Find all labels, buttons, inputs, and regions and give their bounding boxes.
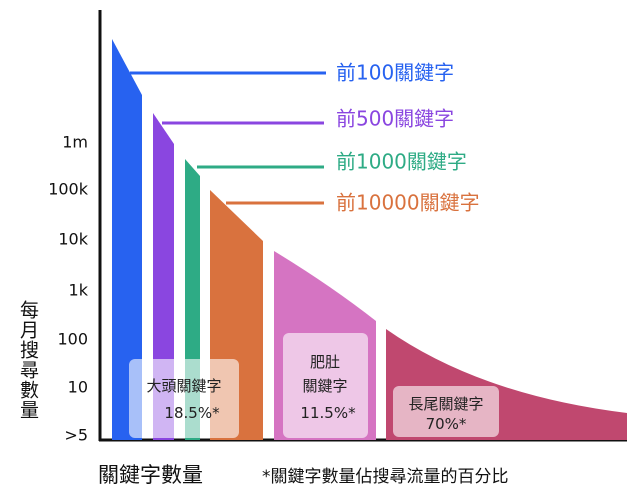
tier-label: 前100關鍵字 [336,61,454,85]
long-tail-keyword-share: 70%* [426,415,467,433]
y-tick-label: 100 [57,330,88,349]
middle-keyword-share: 11.5%* [300,404,356,422]
y-tick-label: 100k [48,180,89,199]
footnote: *關鍵字數量佔搜尋流量的百分比 [262,467,509,487]
x-axis-title: 關鍵字數量 [98,463,203,487]
head-keyword-box [129,359,239,438]
tier-label: 前10000關鍵字 [336,191,480,215]
tier-label: 前500關鍵字 [336,107,454,131]
middle-keyword-box [283,333,368,438]
y-tick-label: 1m [62,133,88,152]
y-tick-label: 1k [69,281,89,300]
tier-area-top500 [153,113,174,440]
middle-keyword-label: 肥肚 [310,353,340,371]
y-tick-label: 10k [58,230,88,249]
head-keyword-share: 18.5%* [164,404,220,422]
y-tick-label: 10 [68,378,88,397]
head-keyword-label: 大頭關鍵字 [146,377,221,395]
tier-area-top100 [112,39,142,440]
middle-keyword-label-line2: 關鍵字 [302,377,347,395]
tier-label: 前1000關鍵字 [336,150,467,174]
long-tail-keyword-box [393,386,499,437]
y-axis-title: 每月搜尋數量 [17,300,39,420]
long-tail-keyword-label: 長尾關鍵字 [408,395,483,413]
y-tick-label: >5 [64,426,88,445]
